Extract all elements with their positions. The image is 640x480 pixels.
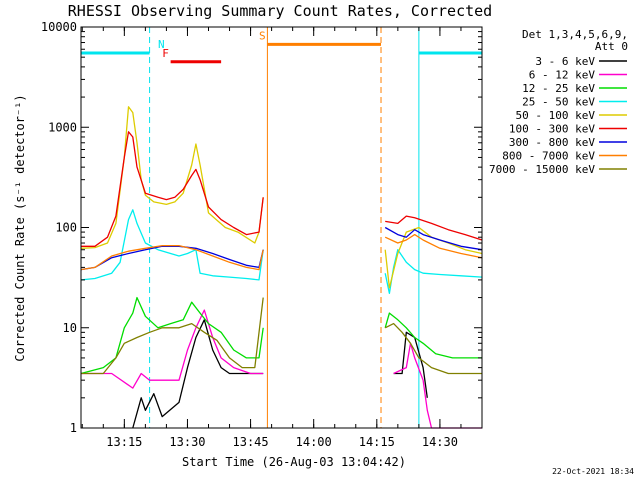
plot-frame <box>80 26 483 429</box>
legend-label-1: 6 - 12 keV <box>529 69 596 82</box>
legend-label-5: 100 - 300 keV <box>509 123 595 136</box>
legend-label-3: 25 - 50 keV <box>522 96 595 109</box>
legend-label-6: 300 - 800 keV <box>509 136 595 149</box>
x-axis-label: Start Time (26-Aug-03 13:04:42) <box>182 455 406 469</box>
x-tick-label-4: 14:15 <box>359 435 395 449</box>
legend-title-line-1: Det 1,3,4,5,6,9, <box>522 28 628 41</box>
marker-f: F <box>162 47 222 64</box>
marker-s: S <box>259 27 382 428</box>
series-line-4 <box>80 106 483 289</box>
series-line-5 <box>81 131 483 247</box>
y-tick-label-1: 10 <box>63 321 77 335</box>
x-tick-label-3: 14:00 <box>296 435 332 449</box>
x-tick-label-0: 13:15 <box>106 435 142 449</box>
series-line-0 <box>132 319 428 429</box>
y-tick-label-4: 10000 <box>41 20 77 34</box>
chart-title: RHESSI Observing Summary Count Rates, Co… <box>68 2 492 20</box>
x-tick-label-2: 13:45 <box>233 435 269 449</box>
x-axis: 13:15 13:30 13:45 14:00 14:15 14:30 <box>81 27 483 449</box>
series-line-6 <box>80 226 483 271</box>
x-tick-label-5: 14:30 <box>422 435 458 449</box>
legend-title-line-2: Att 0 <box>595 40 628 53</box>
y-tick-label-0: 1 <box>70 421 77 435</box>
y-tick-label-2: 100 <box>55 221 77 235</box>
timestamp: 22-Oct-2021 18:34 <box>552 467 634 476</box>
y-axis-label: Corrected Count Rate (s⁻¹ detector⁻¹) <box>13 94 27 361</box>
legend-label-2: 12 - 25 keV <box>522 82 595 95</box>
series-line-8 <box>81 297 482 375</box>
x-tick-label-1: 13:30 <box>169 435 205 449</box>
marker-f-label: F <box>162 47 169 60</box>
y-tick-label-3: 1000 <box>48 120 77 134</box>
series-line-1 <box>81 309 482 429</box>
legend-label-0: 3 - 6 keV <box>535 55 595 68</box>
series-line-7 <box>80 233 483 271</box>
legend-label-4: 50 - 100 keV <box>516 109 596 122</box>
series-line-3 <box>80 209 483 295</box>
y-axis: 1 10 100 1000 10000 <box>41 20 482 435</box>
plot-area: NF S <box>80 27 483 429</box>
marker-n: N <box>81 27 482 428</box>
legend-label-8: 7000 - 15000 keV <box>489 163 595 176</box>
legend-label-7: 800 - 7000 keV <box>502 150 595 163</box>
series-line-2 <box>80 296 482 375</box>
marker-n-label: N <box>158 38 165 51</box>
marker-s-label: S <box>259 29 266 42</box>
